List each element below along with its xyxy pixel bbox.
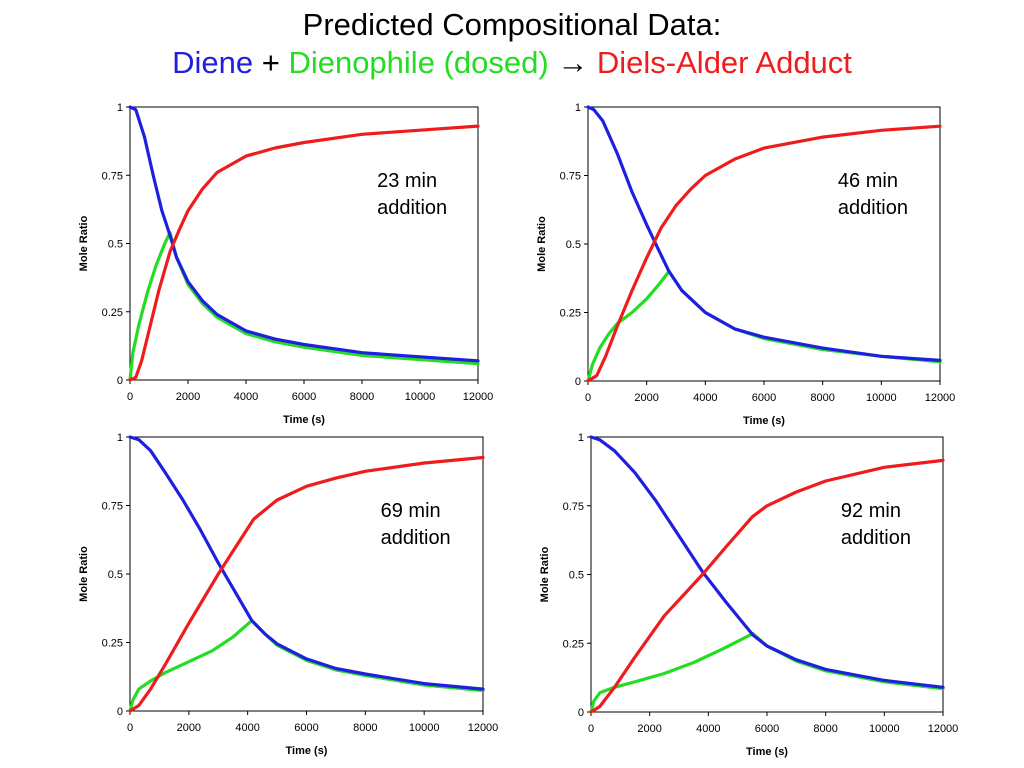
- y-tick-label: 0.5: [108, 569, 123, 581]
- y-tick-label: 0.75: [560, 171, 581, 183]
- series-line-diene: [128, 435, 485, 691]
- x-tick-label: 0: [127, 722, 133, 734]
- y-tick-label: 1: [578, 432, 584, 444]
- annotation-line-2: addition: [841, 527, 911, 549]
- x-tick-label: 12000: [928, 723, 959, 735]
- y-tick-label: 0: [117, 375, 123, 387]
- x-tick-label: 2000: [637, 723, 661, 735]
- series-line-diene: [589, 435, 945, 689]
- x-tick-label: 8000: [353, 722, 377, 734]
- plot-area: [587, 106, 941, 382]
- x-tick-label: 2000: [177, 722, 201, 734]
- y-tick-label: 0.25: [102, 307, 123, 319]
- y-tick-label: 1: [117, 432, 123, 444]
- plot-area: [129, 436, 484, 712]
- y-axis-label: Mole Ratio: [536, 216, 548, 272]
- x-axis-label: Time (s): [286, 745, 328, 757]
- x-tick-label: 0: [127, 391, 133, 403]
- y-tick-label: 0: [117, 706, 123, 718]
- x-tick-label: 0: [585, 392, 591, 404]
- x-tick-label: 6000: [752, 392, 776, 404]
- y-tick-label: 0.25: [102, 638, 123, 650]
- series-line-diene: [128, 105, 480, 363]
- x-tick-label: 8000: [813, 723, 837, 735]
- y-tick-label: 1: [117, 102, 123, 114]
- series-line-adduct: [589, 458, 945, 714]
- x-tick-label: 12000: [468, 722, 499, 734]
- x-tick-label: 10000: [409, 722, 440, 734]
- x-tick-label: 12000: [925, 392, 956, 404]
- series-line-dienophile: [128, 231, 480, 382]
- plot-area: [129, 106, 479, 381]
- y-tick-label: 0: [578, 707, 584, 719]
- x-tick-label: 6000: [292, 391, 316, 403]
- x-tick-label: 4000: [235, 722, 259, 734]
- annotation-line-2: addition: [381, 527, 451, 549]
- x-tick-label: 4000: [693, 392, 717, 404]
- y-tick-label: 0.75: [102, 501, 123, 513]
- y-tick-label: 0.5: [566, 239, 581, 251]
- y-tick-label: 0.5: [569, 570, 584, 582]
- x-tick-label: 8000: [810, 392, 834, 404]
- x-tick-label: 12000: [463, 391, 494, 403]
- annotation-line-1: 23 min: [377, 170, 437, 192]
- y-tick-label: 0.5: [108, 239, 123, 251]
- series-line-adduct: [128, 124, 480, 382]
- x-tick-label: 4000: [696, 723, 720, 735]
- x-tick-label: 6000: [755, 723, 779, 735]
- series-line-diene: [586, 105, 942, 362]
- series-line-adduct: [586, 124, 942, 383]
- y-axis-label: Mole Ratio: [78, 546, 90, 602]
- x-tick-label: 2000: [634, 392, 658, 404]
- x-tick-label: 6000: [294, 722, 318, 734]
- y-axis-label: Mole Ratio: [78, 215, 90, 271]
- series-line-adduct: [128, 455, 485, 713]
- annotation-line-2: addition: [377, 197, 447, 219]
- x-tick-label: 0: [588, 723, 594, 735]
- title-arrow: →: [557, 45, 589, 80]
- chart-title: Predicted Compositional Data: Diene + Di…: [0, 6, 1024, 82]
- title-plus: +: [261, 45, 280, 80]
- x-axis-label: Time (s): [283, 414, 325, 426]
- x-tick-label: 10000: [866, 392, 897, 404]
- annotation-line-1: 92 min: [841, 500, 901, 522]
- title-line-2: Diene + Dienophile (dosed) → Diels-Alder…: [0, 44, 1024, 82]
- title-dienophile: Dienophile (dosed): [288, 45, 549, 80]
- x-tick-label: 10000: [405, 391, 436, 403]
- x-axis-label: Time (s): [743, 415, 785, 427]
- x-tick-label: 2000: [176, 391, 200, 403]
- y-tick-label: 0: [575, 376, 581, 388]
- title-diene: Diene: [172, 45, 254, 80]
- y-tick-label: 0.75: [102, 170, 123, 182]
- x-tick-label: 4000: [234, 391, 258, 403]
- y-tick-label: 1: [575, 102, 581, 114]
- y-tick-label: 0.25: [560, 308, 581, 320]
- annotation-line-1: 69 min: [381, 500, 441, 522]
- y-axis-label: Mole Ratio: [539, 546, 551, 602]
- y-tick-label: 0.75: [563, 501, 584, 513]
- annotation-line-1: 46 min: [838, 170, 898, 192]
- x-tick-label: 10000: [869, 723, 900, 735]
- plot-area: [590, 436, 944, 713]
- title-line-1: Predicted Compositional Data:: [302, 7, 722, 42]
- x-tick-label: 8000: [350, 391, 374, 403]
- annotation-line-2: addition: [838, 197, 908, 219]
- x-axis-label: Time (s): [746, 746, 788, 758]
- title-adduct: Diels-Alder Adduct: [596, 45, 852, 80]
- y-tick-label: 0.25: [563, 638, 584, 650]
